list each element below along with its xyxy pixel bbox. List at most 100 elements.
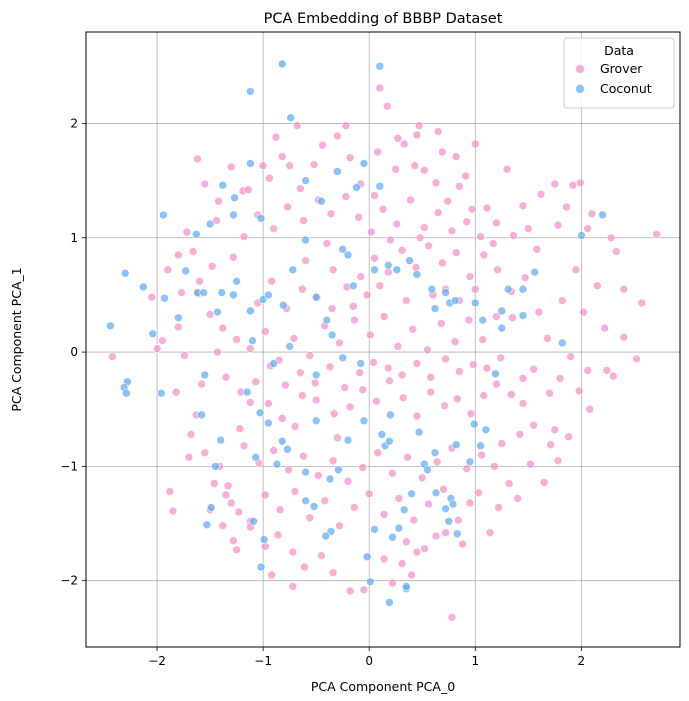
point-grover — [529, 420, 538, 430]
point-grover — [328, 568, 338, 578]
point-grover — [393, 342, 403, 351]
point-grover — [479, 250, 489, 260]
point-grover — [492, 312, 501, 321]
point-grover — [234, 507, 243, 517]
point-grover — [341, 192, 351, 201]
point-grover — [310, 378, 320, 388]
x-tick-label: 0 — [365, 654, 373, 668]
point-grover — [355, 368, 365, 378]
point-grover — [271, 132, 281, 142]
point-coconut — [120, 268, 130, 278]
point-coconut — [333, 167, 342, 176]
data-points — [106, 59, 662, 622]
point-grover — [273, 530, 283, 540]
point-grover — [414, 121, 424, 130]
point-grover — [458, 539, 467, 549]
point-coconut — [362, 552, 372, 562]
point-coconut — [181, 266, 190, 276]
point-grover — [574, 386, 584, 396]
point-grover — [518, 374, 528, 383]
point-coconut — [278, 300, 288, 310]
point-grover — [370, 191, 379, 200]
point-coconut — [327, 330, 337, 340]
point-coconut — [444, 516, 454, 526]
point-grover — [378, 204, 388, 214]
point-grover — [174, 250, 183, 260]
point-coconut — [283, 444, 292, 454]
point-grover — [619, 332, 629, 342]
point-coconut — [518, 284, 528, 294]
point-grover — [468, 360, 478, 369]
point-grover — [462, 217, 472, 227]
point-grover — [478, 335, 488, 344]
point-grover — [467, 204, 477, 214]
point-coconut — [497, 306, 507, 316]
point-grover — [301, 256, 310, 265]
point-coconut — [242, 387, 252, 397]
point-grover — [439, 484, 448, 494]
point-grover — [564, 432, 573, 442]
point-grover — [340, 383, 350, 392]
y-tick-label: 1 — [70, 231, 78, 245]
point-grover — [550, 425, 560, 435]
point-grover — [195, 276, 204, 286]
point-coconut — [148, 329, 158, 339]
point-grover — [320, 496, 330, 506]
point-coconut — [334, 465, 343, 475]
point-grover — [373, 448, 383, 458]
point-grover — [260, 327, 270, 336]
point-coconut — [441, 504, 450, 514]
point-grover — [186, 430, 196, 439]
point-grover — [335, 521, 344, 531]
point-grover — [391, 164, 401, 174]
point-coconut — [122, 388, 131, 398]
point-grover — [289, 334, 299, 343]
point-coconut — [441, 288, 450, 297]
point-grover — [438, 147, 447, 157]
point-grover — [298, 391, 307, 400]
point-grover — [299, 216, 308, 225]
point-grover — [366, 227, 376, 237]
point-grover — [488, 239, 498, 248]
x-axis-label: PCA Component PCA_0 — [311, 679, 455, 694]
legend-label-grover: Grover — [600, 61, 643, 76]
point-coconut — [375, 182, 385, 191]
point-coconut — [465, 457, 475, 467]
point-grover — [229, 252, 238, 262]
point-grover — [108, 352, 117, 361]
point-grover — [476, 232, 485, 241]
legend-marker-grover — [575, 64, 585, 74]
point-grover — [239, 441, 249, 451]
point-coconut — [343, 435, 353, 445]
point-grover — [182, 227, 192, 237]
point-grover — [399, 139, 409, 149]
point-grover — [466, 409, 476, 419]
point-coconut — [301, 496, 310, 506]
point-grover — [461, 171, 471, 181]
point-coconut — [338, 353, 348, 363]
point-grover — [333, 131, 342, 141]
point-grover — [285, 161, 295, 170]
point-coconut — [377, 430, 387, 439]
point-grover — [264, 399, 273, 408]
point-coconut — [385, 436, 394, 446]
point-coconut — [399, 505, 409, 515]
point-coconut — [199, 288, 208, 297]
point-coconut — [301, 467, 310, 477]
point-grover — [267, 276, 276, 286]
point-grover — [300, 562, 309, 572]
point-coconut — [192, 230, 201, 239]
point-grover — [322, 239, 332, 248]
y-tick-label: 2 — [70, 116, 78, 130]
point-grover — [221, 490, 231, 500]
point-grover — [508, 313, 517, 323]
point-coconut — [491, 369, 500, 379]
point-coconut — [450, 296, 460, 305]
point-grover — [443, 196, 453, 206]
point-coconut — [301, 235, 310, 245]
point-grover — [325, 362, 335, 372]
point-grover — [205, 310, 215, 319]
point-grover — [379, 510, 389, 519]
point-coconut — [518, 311, 528, 320]
point-grover — [373, 147, 383, 157]
